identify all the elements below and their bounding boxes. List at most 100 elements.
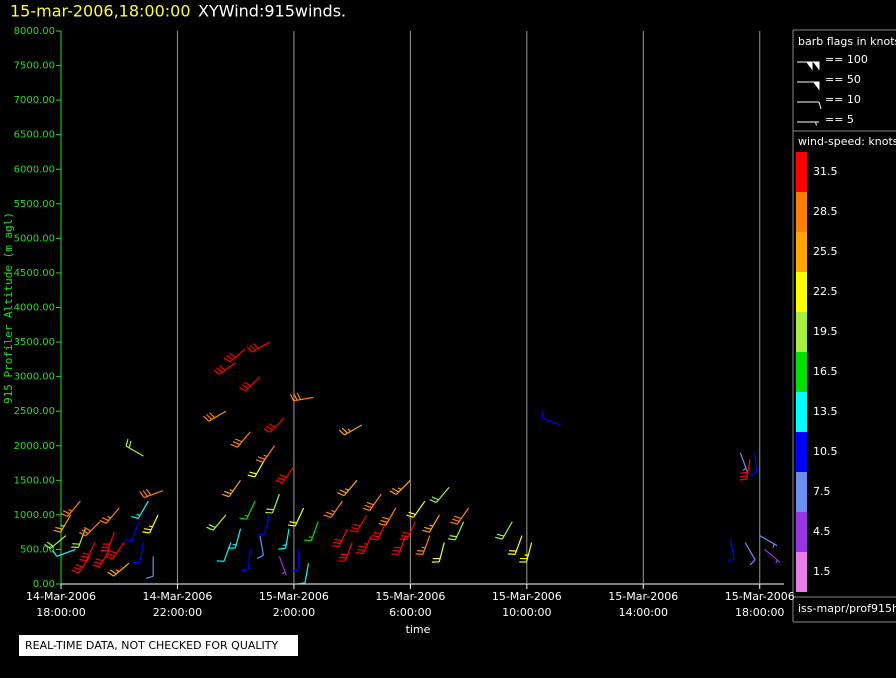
x-tick-label: 18:00:00: [36, 606, 85, 619]
wind-barb: [337, 542, 353, 562]
wind-barb: [370, 521, 387, 541]
x-tick-label: 15-Mar-2006: [608, 590, 678, 603]
chart-title: XYWind:915winds.: [198, 2, 346, 21]
wind-barb: [247, 459, 266, 478]
wind-barb: [764, 548, 781, 564]
wind-barb: [431, 542, 445, 563]
wind-barb: [107, 562, 130, 577]
wind-barb: [422, 514, 441, 533]
wind-barb: [257, 514, 271, 535]
barb-legend-title: barb flags in knots: [798, 35, 896, 48]
colorbar-swatch: [796, 552, 807, 592]
wind-barb: [297, 563, 310, 585]
wind-barb: [337, 479, 358, 497]
wind-barb: [71, 556, 91, 574]
x-tick-label: 14-Mar-2006: [142, 590, 212, 603]
wind-barb: [223, 348, 246, 363]
wind-barb: [744, 542, 756, 566]
note-box: [19, 635, 298, 656]
wind-barb: [206, 514, 227, 531]
legend-barb: [797, 61, 820, 71]
colorbar-label: 7.5: [813, 485, 831, 498]
wind-barb: [406, 500, 426, 519]
colorbar-label: 1.5: [813, 565, 831, 578]
wind-barb: [391, 535, 407, 556]
wind-barb: [139, 488, 164, 499]
wind-barb: [52, 548, 76, 557]
y-tick-label: 4500.00: [14, 268, 55, 279]
wind-barb: [415, 535, 431, 556]
y-tick-label: 2000.00: [14, 441, 55, 452]
x-tick-label: 18:00:00: [735, 606, 784, 619]
wind-barb: [399, 521, 416, 541]
wind-barb: [221, 479, 242, 498]
wind-barb: [60, 500, 81, 517]
wind-barb: [241, 549, 251, 572]
legend-label: == 10: [825, 93, 861, 106]
wind-barb: [79, 542, 96, 562]
wind-barb: [146, 556, 154, 579]
x-tick-label: 14:00:00: [619, 606, 668, 619]
colorbar-swatch: [796, 352, 807, 392]
wind-barb: [131, 500, 149, 519]
wind-barb: [278, 528, 290, 550]
wind-barb: [355, 535, 373, 555]
wind-barb: [255, 445, 275, 463]
y-tick-label: 8000.00: [14, 26, 55, 37]
x-tick-label: 15-Mar-2006: [492, 590, 562, 603]
y-tick-label: 2500.00: [14, 406, 55, 417]
legend-barb: [797, 101, 822, 110]
wind-barb: [507, 535, 523, 556]
plot-area: [44, 341, 781, 585]
wind-barb: [727, 538, 735, 563]
wind-barb: [278, 556, 287, 576]
y-tick-label: 3500.00: [14, 337, 55, 348]
wind-barb: [228, 528, 242, 549]
legend-label: == 50: [825, 73, 861, 86]
y-tick-label: 1000.00: [14, 510, 55, 521]
colorbar-swatch: [796, 472, 807, 512]
colorbar-swatch: [796, 432, 807, 472]
wind-barb: [450, 507, 470, 525]
colorbar-title: wind-speed: knots: [798, 135, 896, 148]
wind-barb: [739, 459, 751, 481]
y-tick-label: 6500.00: [14, 130, 55, 141]
wind-barb: [338, 424, 363, 436]
y-tick-label: 4000.00: [14, 303, 55, 314]
wind-barb: [44, 535, 67, 549]
colorbar-swatch: [796, 312, 807, 352]
wind-barb: [246, 341, 270, 353]
colorbar-swatch: [796, 232, 807, 272]
wind-barb: [263, 417, 285, 433]
y-tick-label: 3000.00: [14, 372, 55, 383]
wind-barb: [275, 466, 295, 484]
y-tick-label: 0.00: [33, 579, 55, 590]
y-tick-label: 1500.00: [14, 475, 55, 486]
legend-barb: [797, 81, 820, 91]
y-axis-label: 915 Profiler Altitude (m agl): [2, 212, 15, 404]
wind-barb: [323, 500, 343, 519]
source-label: iss-mapr/prof915h: [798, 602, 896, 615]
wind-barb: [291, 549, 300, 573]
colorbar-swatch: [796, 272, 807, 312]
title-time: 15-mar-2006,18:00:00: [10, 2, 191, 21]
wind-barb: [541, 410, 561, 426]
colorbar-label: 13.5: [813, 405, 838, 418]
y-tick-label: 5000.00: [14, 233, 55, 244]
wind-barb: [239, 500, 256, 520]
note: REAL-TIME DATA, NOT CHECKED FOR QUALITY: [25, 639, 279, 652]
y-tick-label: 7500.00: [14, 61, 55, 72]
wind-barb: [124, 521, 140, 542]
colorbar-swatch: [796, 392, 807, 432]
wind-barb: [429, 486, 450, 504]
wind-barb: [287, 507, 305, 527]
wind-barb: [331, 528, 348, 548]
x-axis-label: time: [406, 623, 431, 636]
colorbar-label: 31.5: [813, 165, 838, 178]
wind-barb: [289, 392, 314, 402]
colorbar-label: 16.5: [813, 365, 838, 378]
legend-label: == 100: [825, 53, 868, 66]
wind-barb: [79, 521, 101, 537]
